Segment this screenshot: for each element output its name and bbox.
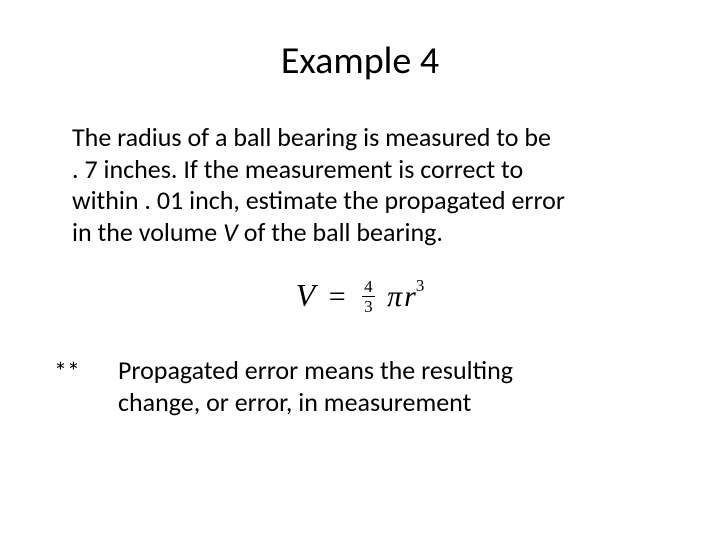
- body-line-3: within . 01 inch, estimate the propagate…: [72, 184, 565, 216]
- volume-formula: V = 4 3 πr3: [296, 277, 425, 318]
- body-var-V: V: [223, 216, 238, 248]
- formula-exponent: 3: [416, 276, 425, 295]
- fraction-numerator: 4: [362, 278, 375, 297]
- footnote: ** Propagated error means the resulting …: [50, 355, 670, 418]
- slide-title: Example 4: [50, 38, 670, 84]
- problem-statement: The radius of a ball bearing is measured…: [72, 122, 660, 249]
- footnote-line-1: Propagated error means the resulting: [118, 354, 513, 386]
- formula-pi: π: [387, 280, 402, 313]
- body-line-1: The radius of a ball bearing is measured…: [72, 121, 551, 153]
- fraction-denominator: 3: [362, 297, 375, 315]
- slide: Example 4 The radius of a ball bearing i…: [0, 0, 720, 540]
- body-line-4-suffix: of the ball bearing.: [238, 216, 443, 248]
- formula-lhs: V: [296, 277, 316, 313]
- footnote-text: Propagated error means the resulting cha…: [118, 355, 513, 418]
- footnote-mark: **: [54, 355, 118, 387]
- formula-container: V = 4 3 πr3: [50, 277, 670, 318]
- body-line-4-prefix: in the volume: [72, 216, 223, 248]
- formula-fraction: 4 3: [362, 278, 375, 315]
- formula-r: r: [404, 280, 416, 313]
- footnote-line-2: change, or error, in measurement: [118, 386, 471, 418]
- body-line-2: . 7 inches. If the measurement is correc…: [72, 153, 523, 185]
- formula-equals: =: [329, 280, 346, 313]
